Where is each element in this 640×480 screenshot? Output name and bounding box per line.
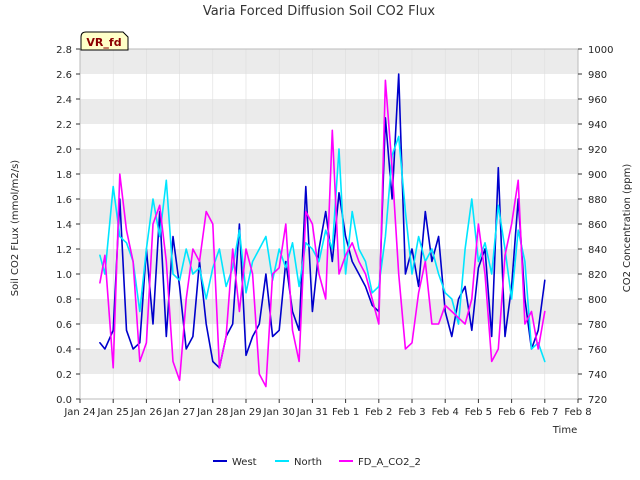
- x-tick-label: Jan 26: [130, 407, 162, 418]
- y-right-axis-ticks: 720 740 760 780 800 820 840 860 880 900 920 940 960 9…: [578, 45, 613, 406]
- y-left-tick-label: 2.8: [56, 45, 72, 56]
- band-11: [80, 99, 578, 124]
- y-left-tick-label: 2.6: [56, 70, 72, 81]
- series-lines: [99, 73, 546, 388]
- band-9: [80, 149, 578, 174]
- x-tick-label: Feb 7: [531, 407, 558, 418]
- x-tick-label: Jan 25: [97, 407, 129, 418]
- y-left-tick-label: 2.0: [56, 145, 72, 156]
- y-left-tick-label: 0.8: [56, 295, 72, 306]
- x-tick-label: Jan 24: [63, 407, 95, 418]
- x-tick-label: Feb 6: [498, 407, 525, 418]
- x-tick-label: Jan 29: [229, 407, 261, 418]
- band-3: [80, 299, 578, 324]
- legend-label-west: West: [232, 457, 257, 468]
- y-right-tick-label: 720: [588, 395, 607, 406]
- y-left-tick-label: 1.0: [56, 270, 72, 281]
- x-tick-label: Feb 8: [564, 407, 591, 418]
- y-left-axis-label: Soil CO2 FLux (mmol/m2/s): [10, 160, 21, 297]
- y-right-tick-label: 1000: [588, 45, 613, 56]
- y-left-tick-label: 0.6: [56, 320, 72, 331]
- y-right-tick-label: 780: [588, 320, 607, 331]
- y-right-tick-label: 740: [588, 370, 607, 381]
- badge-label: VR_fd: [86, 36, 121, 49]
- y-left-tick-label: 1.8: [56, 170, 72, 181]
- x-tick-label: Feb 1: [332, 407, 359, 418]
- series-line-west: [99, 73, 546, 369]
- x-axis-label: Time: [552, 425, 577, 436]
- chart-title: Varia Forced Diffusion Soil CO2 Flux: [203, 4, 436, 19]
- x-tick-label: Jan 27: [163, 407, 195, 418]
- series-line-north: [99, 135, 546, 363]
- y-right-tick-label: 860: [588, 220, 607, 231]
- legend: West North FD_A_CO2_2: [213, 457, 421, 468]
- y-right-axis-label: CO2 Concentration (ppm): [622, 164, 633, 293]
- y-right-tick-label: 800: [588, 295, 607, 306]
- x-tick-label: Jan 28: [196, 407, 228, 418]
- band-13: [80, 49, 578, 74]
- y-left-tick-label: 2.2: [56, 120, 72, 131]
- y-left-tick-label: 1.2: [56, 245, 72, 256]
- legend-label-fd-a-co2-2: FD_A_CO2_2: [358, 457, 421, 468]
- y-left-tick-label: 2.4: [56, 95, 72, 106]
- y-right-tick-label: 920: [588, 145, 607, 156]
- y-right-tick-label: 980: [588, 70, 607, 81]
- y-right-tick-label: 840: [588, 245, 607, 256]
- x-axis-ticks: Jan 24 Jan 25 Jan 26 Jan 27 Jan 28 Jan 29 Jan …: [63, 399, 592, 418]
- y-left-tick-label: 0.2: [56, 370, 72, 381]
- y-right-tick-label: 760: [588, 345, 607, 356]
- y-right-tick-label: 940: [588, 120, 607, 131]
- legend-item-north: North: [275, 457, 322, 468]
- x-tick-label: Feb 3: [398, 407, 425, 418]
- band-1: [80, 349, 578, 374]
- x-tick-label: Jan 31: [296, 407, 328, 418]
- x-tick-label: Feb 5: [465, 407, 492, 418]
- y-left-tick-label: 0.4: [56, 345, 72, 356]
- x-tick-label: Jan 30: [263, 407, 295, 418]
- x-tick-label: Feb 4: [432, 407, 459, 418]
- y-right-tick-label: 820: [588, 270, 607, 281]
- legend-label-north: North: [294, 457, 322, 468]
- site-badge: VR_fd: [80, 31, 129, 51]
- y-left-tick-label: 1.4: [56, 220, 72, 231]
- legend-item-fd-a-co2-2: FD_A_CO2_2: [339, 457, 421, 468]
- y-left-tick-label: 1.6: [56, 195, 72, 206]
- y-left-tick-label: 0.0: [56, 395, 72, 406]
- x-tick-label: Feb 2: [365, 407, 392, 418]
- series-line-fd-a-co2-2: [99, 79, 546, 388]
- y-right-tick-label: 880: [588, 195, 607, 206]
- y-left-axis-ticks: 0.0 0.2 0.4 0.6 0.8 1.0 1.2 1.4 1.6 1.8 2.0 2.2 2.4 2…: [56, 45, 80, 406]
- y-right-tick-label: 960: [588, 95, 607, 106]
- y-right-tick-label: 900: [588, 170, 607, 181]
- legend-item-west: West: [213, 457, 257, 468]
